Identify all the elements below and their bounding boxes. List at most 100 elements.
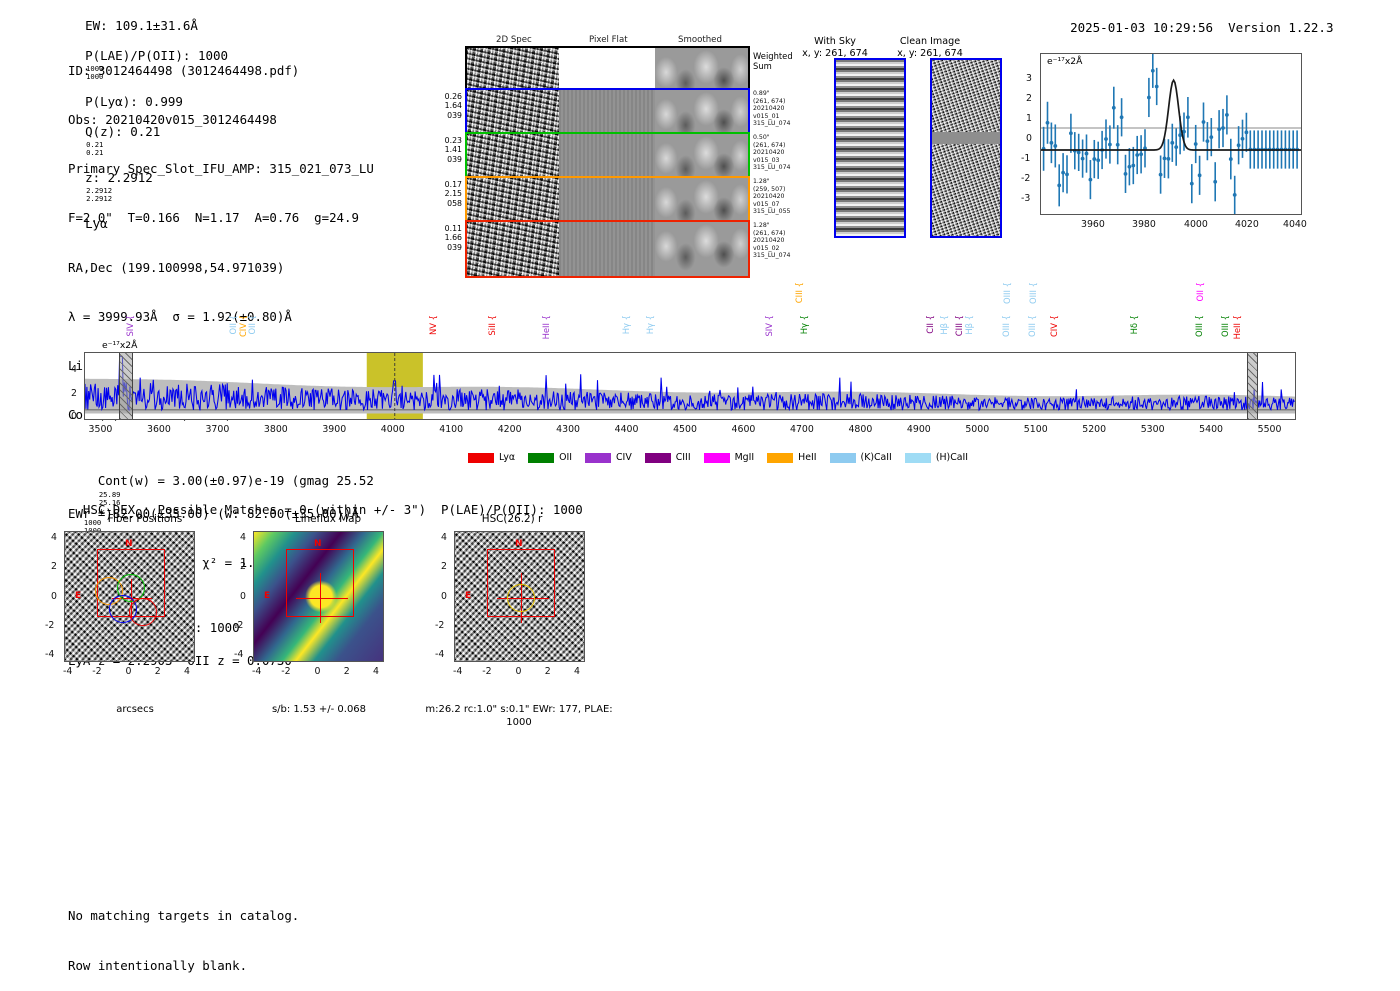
- legend-swatch-2: [585, 452, 612, 463]
- panel3-ytick--2: -2: [435, 619, 445, 631]
- fiber-circle-red: [129, 598, 157, 626]
- spec-ytick-4: 4: [71, 364, 77, 375]
- info-cont-w: Cont(w) = 3.00(±0.97)e-19 (gmag 25.52 25…: [97, 472, 374, 521]
- spec-xtick-4700: 4700: [789, 424, 814, 435]
- hsc-r-image[interactable]: N E: [454, 531, 585, 662]
- panel1-ytick-4: 4: [51, 532, 57, 543]
- fit-ytick-0: 0: [1026, 133, 1032, 144]
- lineflux-map-east-label: E: [264, 591, 271, 601]
- panel3-ytick-0: 0: [441, 590, 447, 602]
- header-z: z: 2.2912: [85, 170, 153, 186]
- legend-label-4: MgII: [734, 452, 755, 463]
- panel1-xtick--4: -4: [63, 666, 73, 677]
- spectrum-masked-region-2: [1247, 353, 1258, 419]
- spectrum-legend: Lyα OII CIV CIII MgII HeII (K)CaII (H)CaII: [468, 452, 968, 463]
- panel-title-fiber-positions: Fiber Positions: [107, 513, 183, 525]
- legend-label-5: HeII: [798, 452, 817, 463]
- fiber-positions-image[interactable]: N E: [64, 531, 195, 662]
- clean-image-cutout[interactable]: [930, 58, 1002, 238]
- strip-meta-2: 0.50" (261, 674) 20210420 v015_03 315_LU…: [753, 134, 791, 172]
- lineflux-map-north-label: N: [314, 539, 322, 549]
- legend-item-1: OII: [528, 452, 572, 463]
- fiber-positions-north-label: N: [125, 539, 133, 549]
- emission-line-label-17: OIII {: [1026, 315, 1037, 337]
- legend-swatch-7: [904, 452, 931, 463]
- spec-xtick-5300: 5300: [1140, 424, 1165, 435]
- exposure-strip-4[interactable]: [465, 220, 750, 278]
- legend-swatch-6: [829, 452, 856, 463]
- panel1-ytick--4: -4: [45, 648, 55, 660]
- emission-line-label-1: OII {: [227, 315, 238, 335]
- line-fit-plot[interactable]: [1040, 53, 1302, 215]
- legend-item-2: CIV: [585, 452, 632, 463]
- legend-label-0: Lyα: [499, 452, 516, 463]
- emission-line-label-8: Hγ {: [644, 315, 655, 335]
- spectrum-masked-region-1: [118, 353, 133, 419]
- panel1-ytick--2: -2: [45, 619, 55, 631]
- clean-image-mask-band: [932, 132, 1000, 144]
- spec-xtick-5500: 5500: [1257, 424, 1282, 435]
- panel-title-hsc-r: HSC(26.2) r: [481, 513, 543, 525]
- spectrum-units-label: e⁻¹⁷x2Å: [102, 340, 138, 351]
- legend-item-7: (H)CaII: [904, 452, 969, 463]
- spec-xtick-5100: 5100: [1023, 424, 1048, 435]
- clean-image-title: Clean Image x, y: 261, 674: [897, 36, 963, 59]
- spec-xtick-3700: 3700: [205, 424, 230, 435]
- spec-xtick-4500: 4500: [673, 424, 697, 435]
- col-title-pixelflat: Pixel Flat: [589, 35, 628, 45]
- fiber-positions-east-label: E: [75, 591, 82, 601]
- panel3-xtick-2: 2: [544, 666, 551, 677]
- emission-line-label-22: OIII {: [1193, 315, 1204, 337]
- lineflux-map-crosshair-h: [296, 597, 348, 599]
- spec-xtick-3800: 3800: [263, 424, 288, 435]
- panel1-ytick-2: 2: [51, 561, 57, 573]
- note-line-1: No matching targets in catalog.: [68, 908, 300, 923]
- fit-ytick-neg2: -2: [1021, 173, 1031, 184]
- legend-swatch-1: [528, 452, 555, 463]
- panel3-ytick-2: 2: [441, 561, 447, 573]
- fit-ytick-neg3: -3: [1021, 193, 1031, 204]
- version-label: Version 1.22.3: [1228, 20, 1334, 35]
- legend-swatch-4: [703, 452, 730, 463]
- emission-line-label-14: CIII {: [953, 315, 964, 337]
- timestamp: 2025-01-03 10:29:56: [1070, 20, 1214, 35]
- header-z-suffix: Lyα: [85, 216, 108, 232]
- panel3-xtick--2: -2: [482, 666, 492, 677]
- spec-xtick-4600: 4600: [731, 424, 756, 435]
- panel1-xtick-2: 2: [154, 666, 161, 677]
- info-obs: Obs: 20210420v015_3012464498: [68, 112, 277, 128]
- fit-xtick-4040: 4040: [1283, 219, 1307, 230]
- spec-xtick-5200: 5200: [1082, 424, 1107, 435]
- lineflux-map-caption: s/b: 1.53 +/- 0.068: [271, 704, 367, 715]
- info-ewr: EWr = 82.00(±35.00) (w: 82.00(±35.00))Å: [68, 505, 359, 521]
- strip-nums-4: 0.11 1.66 039: [444, 224, 462, 252]
- panel3-ytick-4: 4: [441, 532, 447, 543]
- panel2-ytick-4: 4: [240, 532, 246, 543]
- legend-label-6: (K)CaII: [860, 452, 892, 463]
- legend-label-1: OII: [559, 452, 573, 463]
- with-sky-title: With Sky x, y: 261, 674: [802, 36, 868, 59]
- spec-xtick-3500: 3500: [88, 424, 113, 435]
- col-title-smoothed: Smoothed: [678, 35, 722, 45]
- fit-xtick-3980: 3980: [1132, 219, 1156, 230]
- fit-xtick-3960: 3960: [1081, 219, 1105, 230]
- legend-label-7: (H)CaII: [935, 452, 969, 463]
- full-spectrum-plot[interactable]: [84, 352, 1296, 420]
- emission-line-label-9: SIV {: [763, 315, 774, 337]
- spec-xtick-4900: 4900: [906, 424, 931, 435]
- legend-item-0: Lyα: [468, 452, 515, 463]
- header-plae-fraction: 1000 1000: [86, 63, 104, 81]
- info-radec: RA,Dec (199.100998,54.971039): [68, 259, 285, 275]
- legend-item-4: MgII: [703, 452, 755, 463]
- legend-label-2: CIV: [616, 452, 632, 463]
- emission-line-label-10: Hγ {: [798, 315, 809, 335]
- bottom-notes: No matching targets in catalog. Row inte…: [68, 875, 299, 991]
- panel2-xtick-2: 2: [343, 666, 350, 677]
- emission-line-label-21: Hδ {: [1129, 315, 1140, 335]
- spec-ytick-2: 2: [71, 388, 77, 399]
- with-sky-cutout[interactable]: [834, 58, 906, 238]
- fit-ytick-neg1: -1: [1021, 153, 1031, 164]
- emission-line-label-23: OII {: [1195, 282, 1206, 302]
- lineflux-map-image[interactable]: N E: [253, 531, 384, 662]
- fit-ytick-2: 2: [1026, 93, 1032, 104]
